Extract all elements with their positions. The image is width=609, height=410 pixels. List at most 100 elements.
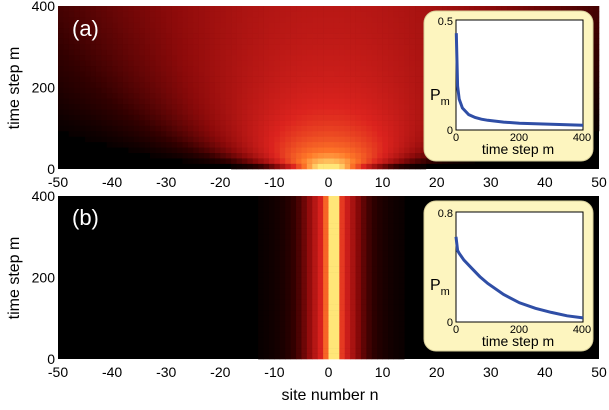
heatmap-cell: [398, 212, 405, 219]
heatmap-cell: [301, 244, 308, 251]
heatmap-cell: [117, 114, 124, 121]
heatmap-cell: [355, 71, 362, 77]
heatmap-cell: [236, 87, 243, 94]
heatmap-cell: [306, 158, 313, 164]
heatmap-cell: [106, 76, 113, 83]
heatmap-cell: [171, 82, 178, 88]
heatmap-cell: [263, 353, 270, 360]
heatmap-cell: [398, 310, 405, 316]
heatmap-cell: [296, 196, 302, 202]
x-tick-label: -50: [48, 174, 68, 190]
heatmap-cell: [274, 109, 281, 115]
heatmap-cell: [290, 217, 297, 224]
heatmap-cell: [214, 147, 221, 153]
heatmap-cell: [247, 152, 254, 159]
heatmap-cell: [328, 201, 335, 208]
heatmap-cell: [393, 152, 400, 159]
heatmap-cell: [263, 98, 270, 105]
heatmap-cell: [231, 120, 237, 126]
heatmap-cell: [290, 54, 297, 61]
heatmap-cell: [117, 44, 124, 50]
heatmap-cell: [388, 304, 394, 311]
y-tick-label: 200: [32, 270, 56, 286]
heatmap-cell: [263, 71, 270, 77]
heatmap-cell: [139, 120, 145, 126]
heatmap-cell: [263, 304, 270, 311]
heatmap-cell: [95, 130, 102, 137]
heatmap-cell: [139, 87, 145, 94]
heatmap-cell: [220, 76, 227, 83]
heatmap-cell: [74, 27, 80, 34]
heatmap-cell: [193, 76, 199, 83]
heatmap-cell: [388, 76, 394, 83]
heatmap-cell: [182, 33, 189, 39]
heatmap-cell: [328, 136, 335, 143]
heatmap-cell: [382, 272, 389, 278]
x-tick-label: -30: [156, 364, 176, 380]
heatmap-cell: [274, 49, 281, 56]
heatmap-cell: [268, 87, 275, 94]
heatmap-cell: [404, 152, 410, 159]
heatmap-cell: [252, 27, 259, 34]
heatmap-cell: [258, 22, 264, 29]
heatmap-cell: [198, 33, 205, 39]
heatmap-cell: [220, 87, 227, 94]
heatmap-cell: [263, 212, 270, 219]
heatmap-cell: [171, 125, 178, 132]
heatmap-cell: [95, 125, 102, 132]
heatmap-cell: [214, 98, 221, 105]
heatmap-cell: [388, 201, 394, 208]
heatmap-cell: [312, 76, 318, 83]
heatmap-cell: [258, 152, 264, 159]
heatmap-cell: [409, 152, 416, 159]
heatmap-cell: [296, 158, 302, 164]
inset-b-xtick-400: 400: [573, 324, 591, 336]
heatmap-cell: [333, 33, 340, 39]
heatmap-cell: [339, 239, 346, 246]
heatmap-cell: [350, 38, 356, 45]
heatmap-cell: [193, 125, 199, 132]
heatmap-cell: [149, 103, 156, 110]
heatmap-cell: [252, 33, 259, 39]
heatmap-cell: [252, 76, 259, 83]
heatmap-cell: [285, 201, 291, 208]
heatmap-cell: [312, 82, 318, 88]
heatmap-cell: [258, 261, 264, 267]
heatmap-cell: [166, 141, 172, 148]
heatmap-cell: [193, 71, 199, 77]
heatmap-cell: [382, 152, 389, 159]
heatmap-cell: [301, 293, 308, 300]
heatmap-cell: [241, 33, 248, 39]
heatmap-cell: [279, 348, 286, 354]
heatmap-cell: [398, 27, 405, 34]
heatmap-cell: [350, 228, 356, 235]
heatmap-cell: [393, 196, 400, 202]
heatmap-cell: [241, 109, 248, 115]
heatmap-cell: [296, 315, 302, 322]
heatmap-cell: [268, 288, 275, 295]
heatmap-cell: [317, 304, 324, 311]
heatmap-cell: [193, 6, 199, 12]
heatmap-cell: [74, 44, 80, 50]
heatmap-cell: [252, 120, 259, 126]
heatmap-cell: [377, 152, 383, 159]
heatmap-cell: [366, 261, 373, 267]
heatmap-cell: [279, 282, 286, 289]
heatmap-cell: [371, 27, 378, 34]
heatmap-cell: [393, 250, 400, 257]
heatmap-cell: [95, 6, 102, 12]
heatmap-cell: [593, 16, 600, 23]
heatmap-cell: [420, 125, 427, 132]
heatmap-cell: [268, 250, 275, 257]
heatmap-cell: [155, 6, 162, 12]
heatmap-cell: [360, 342, 367, 349]
heatmap-cell: [225, 82, 232, 88]
heatmap-cell: [371, 196, 378, 202]
heatmap-cell: [166, 130, 172, 137]
heatmap-cell: [366, 38, 373, 45]
heatmap-cell: [220, 130, 227, 137]
heatmap-cell: [409, 33, 416, 39]
heatmap-cell: [220, 98, 227, 105]
heatmap-cell: [290, 223, 297, 229]
